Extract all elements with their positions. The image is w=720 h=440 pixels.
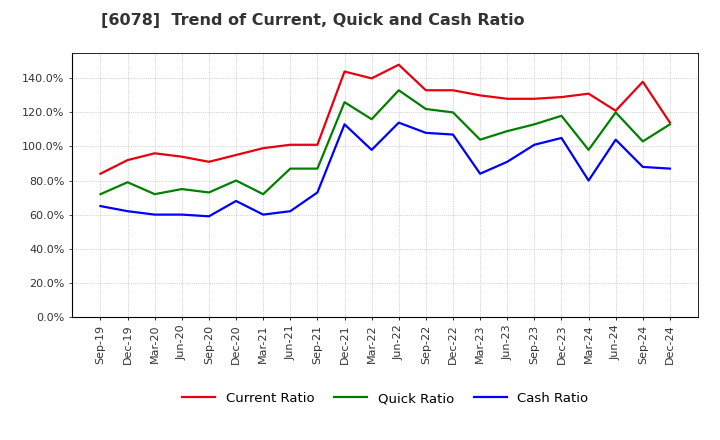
- Cash Ratio: [204, 214, 213, 219]
- Quick Ratio: [96, 191, 105, 197]
- Current Ratio: [611, 108, 620, 114]
- Line: Cash Ratio: Cash Ratio: [101, 123, 670, 216]
- Cash Ratio: [584, 178, 593, 183]
- Current Ratio: [96, 171, 105, 176]
- Cash Ratio: [259, 212, 268, 217]
- Quick Ratio: [476, 137, 485, 142]
- Cash Ratio: [639, 164, 647, 169]
- Text: [6078]  Trend of Current, Quick and Cash Ratio: [6078] Trend of Current, Quick and Cash …: [101, 13, 524, 28]
- Current Ratio: [150, 150, 159, 156]
- Current Ratio: [286, 142, 294, 147]
- Quick Ratio: [530, 122, 539, 127]
- Cash Ratio: [611, 137, 620, 142]
- Current Ratio: [178, 154, 186, 159]
- Cash Ratio: [341, 122, 349, 127]
- Quick Ratio: [150, 191, 159, 197]
- Current Ratio: [123, 158, 132, 163]
- Current Ratio: [341, 69, 349, 74]
- Quick Ratio: [611, 110, 620, 115]
- Cash Ratio: [96, 203, 105, 209]
- Quick Ratio: [367, 117, 376, 122]
- Legend: Current Ratio, Quick Ratio, Cash Ratio: Current Ratio, Quick Ratio, Cash Ratio: [177, 387, 593, 411]
- Quick Ratio: [341, 99, 349, 105]
- Cash Ratio: [395, 120, 403, 125]
- Quick Ratio: [204, 190, 213, 195]
- Cash Ratio: [150, 212, 159, 217]
- Cash Ratio: [557, 136, 566, 141]
- Cash Ratio: [449, 132, 457, 137]
- Current Ratio: [449, 88, 457, 93]
- Current Ratio: [665, 120, 674, 125]
- Cash Ratio: [421, 130, 430, 136]
- Line: Current Ratio: Current Ratio: [101, 65, 670, 174]
- Current Ratio: [204, 159, 213, 165]
- Quick Ratio: [286, 166, 294, 171]
- Quick Ratio: [503, 128, 511, 134]
- Cash Ratio: [665, 166, 674, 171]
- Cash Ratio: [530, 142, 539, 147]
- Current Ratio: [259, 146, 268, 151]
- Cash Ratio: [232, 198, 240, 204]
- Cash Ratio: [313, 190, 322, 195]
- Quick Ratio: [123, 180, 132, 185]
- Quick Ratio: [665, 122, 674, 127]
- Quick Ratio: [313, 166, 322, 171]
- Quick Ratio: [178, 187, 186, 192]
- Cash Ratio: [367, 147, 376, 153]
- Current Ratio: [584, 91, 593, 96]
- Cash Ratio: [123, 209, 132, 214]
- Current Ratio: [557, 95, 566, 100]
- Current Ratio: [530, 96, 539, 102]
- Current Ratio: [639, 79, 647, 84]
- Current Ratio: [367, 76, 376, 81]
- Current Ratio: [232, 152, 240, 158]
- Cash Ratio: [286, 209, 294, 214]
- Cash Ratio: [476, 171, 485, 176]
- Quick Ratio: [639, 139, 647, 144]
- Quick Ratio: [449, 110, 457, 115]
- Quick Ratio: [557, 113, 566, 118]
- Line: Quick Ratio: Quick Ratio: [101, 90, 670, 194]
- Quick Ratio: [584, 147, 593, 153]
- Current Ratio: [313, 142, 322, 147]
- Quick Ratio: [232, 178, 240, 183]
- Current Ratio: [421, 88, 430, 93]
- Current Ratio: [395, 62, 403, 67]
- Cash Ratio: [178, 212, 186, 217]
- Cash Ratio: [503, 159, 511, 165]
- Quick Ratio: [421, 106, 430, 112]
- Current Ratio: [503, 96, 511, 102]
- Current Ratio: [476, 93, 485, 98]
- Quick Ratio: [395, 88, 403, 93]
- Quick Ratio: [259, 191, 268, 197]
